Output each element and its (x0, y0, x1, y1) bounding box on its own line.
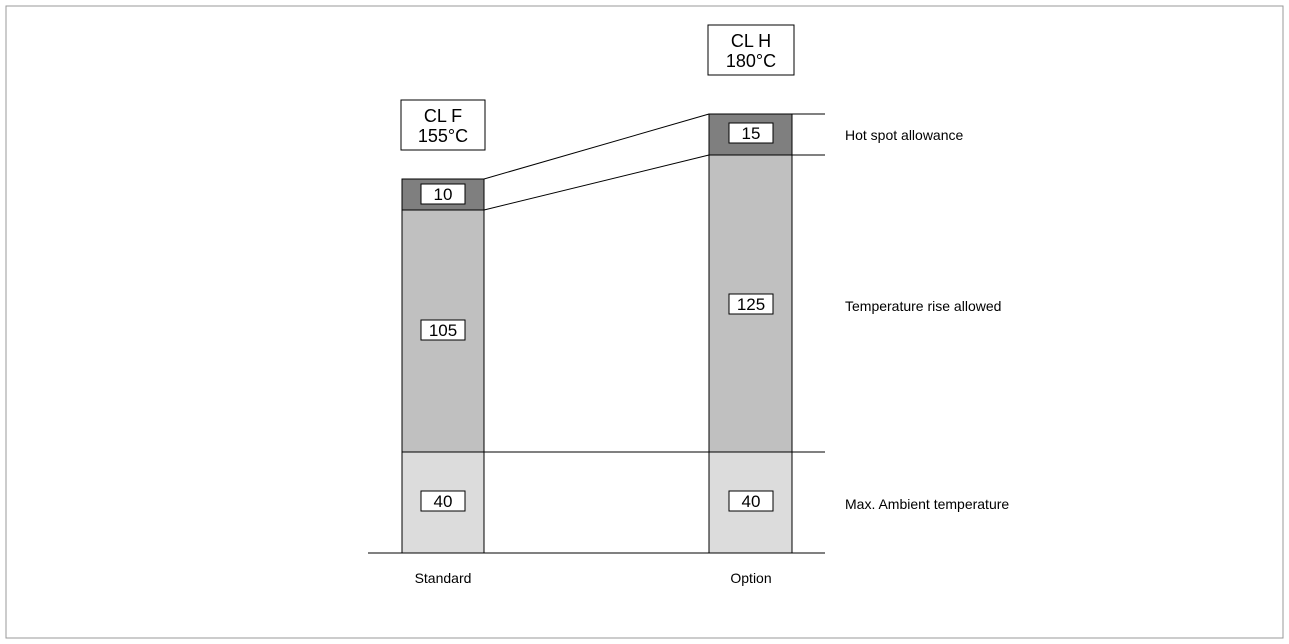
standard-class-label-line1: CL F (424, 106, 462, 126)
option-hotspot-value-box (728, 122, 774, 144)
option-rise-value: 125 (737, 295, 765, 314)
option-class-label-line2: 180°C (726, 51, 776, 71)
standard-hotspot-value-box (420, 183, 466, 205)
option-caption: Option (730, 570, 771, 586)
standard-column: 10 105 40 CL F 155°C Standard (400, 99, 486, 586)
standard-hotspot-value: 10 (434, 185, 453, 204)
option-class-label-box (707, 24, 795, 76)
standard-caption: Standard (415, 570, 472, 586)
option-ambient-value-box (728, 490, 774, 512)
connector-hotspot-top (483, 113, 710, 180)
option-hotspot-value: 15 (742, 124, 761, 143)
standard-rise-value: 105 (429, 321, 457, 340)
standard-class-label-line2: 155°C (418, 126, 468, 146)
standard-ambient-value-box (420, 490, 466, 512)
option-rise-value-box (728, 293, 774, 315)
option-class-label-line1: CL H (731, 31, 771, 51)
diagram-frame (5, 5, 1284, 639)
legend-rise-label: Temperature rise allowed (845, 298, 1001, 314)
option-ambient-value: 40 (742, 492, 761, 511)
legend-hotspot-label: Hot spot allowance (845, 127, 964, 143)
connector-rise-top (483, 154, 710, 211)
legend-ambient-label: Max. Ambient temperature (845, 496, 1009, 512)
standard-class-label-box (400, 99, 486, 151)
standard-rise-value-box (420, 319, 466, 341)
option-column: 15 125 40 CL H 180°C Option (707, 24, 795, 586)
standard-ambient-value: 40 (434, 492, 453, 511)
